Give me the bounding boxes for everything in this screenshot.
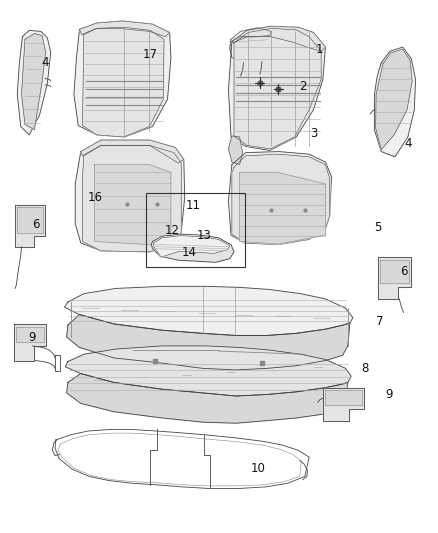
Polygon shape <box>374 47 416 157</box>
Polygon shape <box>232 26 325 51</box>
Bar <box>146 193 245 266</box>
Text: 7: 7 <box>376 315 384 328</box>
Polygon shape <box>14 324 46 360</box>
Polygon shape <box>229 151 332 245</box>
Polygon shape <box>21 34 46 130</box>
Text: 9: 9 <box>28 330 36 343</box>
Polygon shape <box>67 314 350 370</box>
Polygon shape <box>378 257 411 299</box>
Polygon shape <box>376 49 412 149</box>
Text: 13: 13 <box>197 229 212 241</box>
Polygon shape <box>380 260 409 283</box>
Polygon shape <box>229 136 243 165</box>
Polygon shape <box>229 26 325 150</box>
Polygon shape <box>82 27 164 137</box>
Text: 16: 16 <box>88 191 103 204</box>
Text: 4: 4 <box>42 56 49 69</box>
Text: 9: 9 <box>385 388 392 401</box>
Text: 17: 17 <box>143 49 158 61</box>
Text: 12: 12 <box>164 224 179 238</box>
Polygon shape <box>82 146 181 252</box>
Text: 8: 8 <box>361 362 369 375</box>
Polygon shape <box>17 207 43 232</box>
Polygon shape <box>81 140 184 163</box>
Polygon shape <box>234 28 321 149</box>
Polygon shape <box>95 165 171 245</box>
Polygon shape <box>75 140 185 252</box>
Polygon shape <box>74 21 171 137</box>
Text: 6: 6 <box>400 265 407 278</box>
Polygon shape <box>16 327 44 342</box>
Polygon shape <box>325 390 361 406</box>
Polygon shape <box>230 28 272 42</box>
Text: 3: 3 <box>310 127 317 140</box>
Polygon shape <box>240 173 325 244</box>
Text: 10: 10 <box>250 462 265 475</box>
Text: 4: 4 <box>404 138 412 150</box>
Polygon shape <box>17 30 51 135</box>
Text: 2: 2 <box>299 80 307 93</box>
Polygon shape <box>323 387 364 421</box>
Polygon shape <box>64 286 353 335</box>
Polygon shape <box>67 374 348 423</box>
Text: 1: 1 <box>316 43 324 56</box>
Polygon shape <box>154 236 230 257</box>
Text: 11: 11 <box>186 199 201 212</box>
Text: 6: 6 <box>32 218 39 231</box>
Polygon shape <box>79 21 170 37</box>
Polygon shape <box>230 28 276 63</box>
Polygon shape <box>232 154 330 245</box>
Polygon shape <box>151 234 234 262</box>
Text: 5: 5 <box>374 221 381 234</box>
Polygon shape <box>15 205 45 247</box>
Text: 14: 14 <box>181 246 197 259</box>
Polygon shape <box>65 346 351 396</box>
